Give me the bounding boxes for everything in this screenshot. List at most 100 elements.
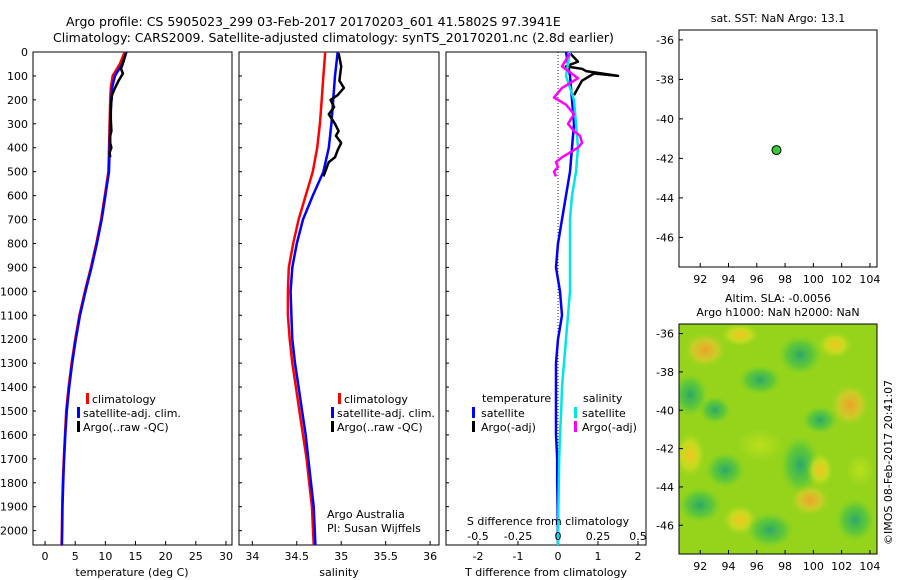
depth-tick-label: 300 [7, 118, 28, 131]
x-tick-label: 35 [334, 550, 348, 563]
depth-tick-label: 600 [7, 190, 28, 203]
figure-title-line1: Argo profile: CS 5905023_299 03-Feb-2017… [66, 14, 561, 29]
x-tick-label: 15 [129, 550, 143, 563]
legend-swatch-satellite-adj [331, 407, 334, 418]
legend-swatch-temp-satellite [472, 407, 475, 418]
sla-map-title-line2: Argo h1000: NaN h2000: NaN [696, 306, 859, 319]
sla-map-title-line1: Altim. SLA: -0.0056 [725, 292, 831, 305]
salinity-xlabel: salinity [319, 566, 359, 579]
series-climatology [286, 51, 327, 546]
series-argo-raw-qc- [322, 52, 346, 177]
temperature-plot-area [32, 51, 233, 546]
map-y-tick-label: -38 [656, 366, 674, 379]
salinity-legend: climatology satellite-adj. clim. Argo(..… [331, 393, 435, 434]
map-x-tick-label: 96 [750, 273, 764, 286]
map-x-tick-label: 102 [831, 273, 852, 286]
map-y-tick-label: -40 [656, 113, 674, 126]
legend-label-sal-satellite: satellite [582, 407, 626, 420]
series-satellite-adj-clim- [60, 51, 128, 546]
difference-plot-area [445, 51, 647, 546]
depth-tick-label: 500 [7, 166, 28, 179]
series-argo-adj- [552, 52, 584, 177]
legend-header-temperature: temperature [482, 392, 551, 405]
legend-label-sal-argo: Argo(-adj) [582, 421, 637, 434]
legend-label-satellite-adj: satellite-adj. clim. [83, 407, 181, 420]
legend-label-temp-argo: Argo(-adj) [481, 421, 536, 434]
depth-tick-label: 1000 [0, 285, 28, 298]
map-x-tick-label: 92 [693, 560, 707, 573]
depth-tick-label: 1600 [0, 429, 28, 442]
depth-tick-label: 800 [7, 237, 28, 250]
series-argo-raw-qc- [108, 52, 128, 158]
figure-title-line2: Climatology: CARS2009. Satellite-adjuste… [53, 30, 614, 45]
legend-swatch-climatology [86, 393, 89, 404]
depth-tick-label: 0 [21, 46, 28, 59]
map-x-tick-label: 102 [831, 560, 852, 573]
depth-tick-label: 1900 [0, 501, 28, 514]
x-tick-label: 10 [98, 550, 112, 563]
sla-heatmap-texture [679, 324, 875, 548]
map-y-tick-label: -38 [656, 73, 674, 86]
depth-tick-label: 400 [7, 142, 28, 155]
difference-chart: -2 -1 0 1 2 -0.5 -0.25 0 0.25 0.5 [467, 51, 647, 563]
depth-tick-label: 1700 [0, 453, 28, 466]
x-tick-label: 25 [189, 550, 203, 563]
sla-heatmap-frame [678, 323, 878, 555]
legend-swatch-argo [331, 421, 334, 432]
depth-tick-label: 1400 [0, 381, 28, 394]
sst-map-title: sat. SST: NaN Argo: 13.1 [711, 12, 845, 25]
map-y-tick-label: -40 [656, 404, 674, 417]
temperature-xlabel: temperature (deg C) [75, 566, 188, 579]
x-tick-label: 36 [423, 550, 437, 563]
x-tick-label: 30 [219, 550, 233, 563]
depth-tick-label: 700 [7, 214, 28, 227]
series-climatology [60, 51, 126, 547]
legend-label-temp-satellite: satellite [481, 407, 525, 420]
map-y-tick-label: -36 [656, 34, 674, 47]
x-tick-label: 35.5 [373, 550, 398, 563]
float-position-marker [771, 145, 782, 156]
legend-label-argo: Argo(..raw -QC) [337, 421, 423, 434]
map-y-tick-label: -46 [656, 519, 674, 532]
legend-swatch-temp-argo [472, 421, 475, 432]
depth-tick-label: 2000 [0, 525, 28, 538]
depth-tick-label: 1200 [0, 333, 28, 346]
map-x-tick-label: 104 [859, 273, 880, 286]
sst-map-chart: 92 94 96 98 100 102 104 -36 -38 -40 -42 -44 -46 [656, 34, 880, 286]
depth-tick-label: 900 [7, 261, 28, 274]
difference-top-xlabel: S difference from climatology [467, 515, 630, 528]
sst-map-area [678, 29, 878, 268]
map-x-tick-label: 96 [750, 560, 764, 573]
legend-swatch-climatology [338, 393, 341, 404]
series-satellite-adj-clim- [289, 51, 339, 546]
map-x-tick-label: 94 [722, 560, 736, 573]
depth-axis: 0 100 200 300 400 500 600 700 800 900 1000 1100 1200… [0, 46, 449, 538]
map-y-tick-label: -36 [656, 328, 674, 341]
map-x-tick-label: 98 [778, 273, 792, 286]
depth-tick-label: 200 [7, 94, 28, 107]
x-tick-label: 0 [555, 550, 562, 563]
legend-swatch-satellite-adj [77, 407, 80, 418]
map-x-tick-label: 98 [778, 560, 792, 573]
x-tick-label: 34 [245, 550, 259, 563]
legend-label-satellite-adj: satellite-adj. clim. [337, 407, 435, 420]
legend-label-climatology: climatology [92, 393, 156, 406]
x-tick-label: 5 [72, 550, 79, 563]
x-tick-label: -1 [513, 550, 524, 563]
difference-xlabel: T difference from climatology [464, 566, 627, 579]
sla-map-chart: 92 94 96 98 100 102 104 -36 -38 -40 -42 -44 -46 [656, 328, 880, 573]
salinity-chart: 34 34.5 35 35.5 36 [245, 51, 437, 563]
top-x-tick-label: -0.25 [504, 530, 532, 543]
map-y-tick-label: -42 [656, 443, 674, 456]
legend-header-salinity: salinity [583, 392, 623, 405]
map-x-tick-label: 100 [803, 560, 824, 573]
map-x-tick-label: 92 [693, 273, 707, 286]
legend-swatch-sal-satellite [574, 407, 577, 418]
depth-tick-label: 100 [7, 70, 28, 83]
credit-line2: PI: Susan Wijffels [327, 522, 421, 535]
map-y-tick-label: -44 [656, 192, 674, 205]
timestamp-stamp: ©IMOS 08-Feb-2017 20:41:07 [882, 380, 895, 545]
top-x-tick-label: -0.5 [467, 530, 488, 543]
salinity-plot-area [238, 51, 440, 546]
x-tick-label: -2 [473, 550, 484, 563]
